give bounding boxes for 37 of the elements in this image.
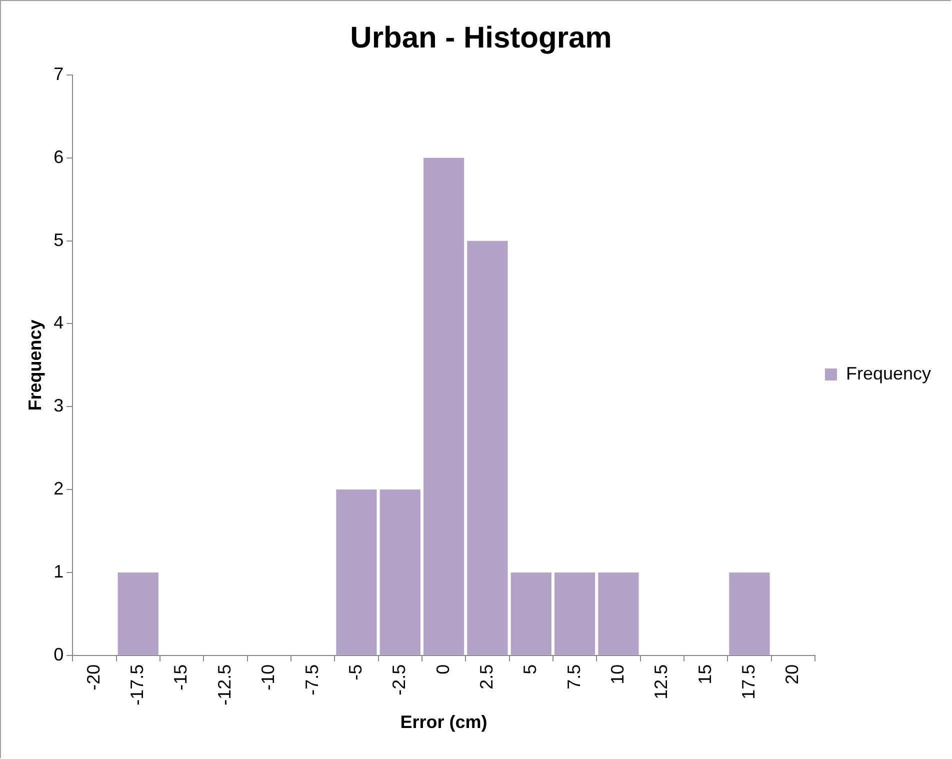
x-axis-title: Error (cm) [400,712,488,732]
bar [380,490,420,655]
bar [467,240,508,655]
x-tick-label: -7.5 [302,664,322,696]
bar [598,572,639,655]
y-tick-label: 4 [54,312,64,333]
bar [729,572,770,655]
y-tick-label: 7 [54,64,64,84]
bar [118,572,158,655]
y-tick-label: 5 [54,230,64,250]
x-tick-label: 5 [520,664,540,674]
x-tick-label: -5 [345,664,366,680]
x-tick-label: 15 [694,664,715,684]
x-tick-label: 2.5 [476,664,496,690]
bar [423,158,464,655]
chart-title: Urban - Histogram [350,21,612,54]
x-tick-label: 12.5 [651,664,672,700]
x-tick-label: 10 [607,664,628,684]
x-tick-label: -15 [170,664,191,690]
y-tick-label: 6 [54,146,64,167]
x-tick-label: -17.5 [127,664,148,706]
x-tick-label: -12.5 [214,664,234,706]
x-tick-label: 20 [782,664,802,684]
x-tick-label: -20 [83,664,104,690]
legend-label: Frequency [846,363,932,384]
bar [336,490,377,655]
bar [510,572,552,655]
x-tick-label: 17.5 [738,664,758,700]
y-axis-title: Frequency [24,320,45,411]
y-tick-label: 1 [54,561,64,582]
x-tick-label: -2.5 [389,664,410,696]
x-tick-label: 0 [432,664,453,674]
y-tick-label: 3 [54,396,64,416]
bar [554,572,596,655]
x-tick-label: -10 [258,664,278,690]
x-tick-label: 7.5 [564,664,584,690]
y-tick-label: 2 [54,478,64,499]
